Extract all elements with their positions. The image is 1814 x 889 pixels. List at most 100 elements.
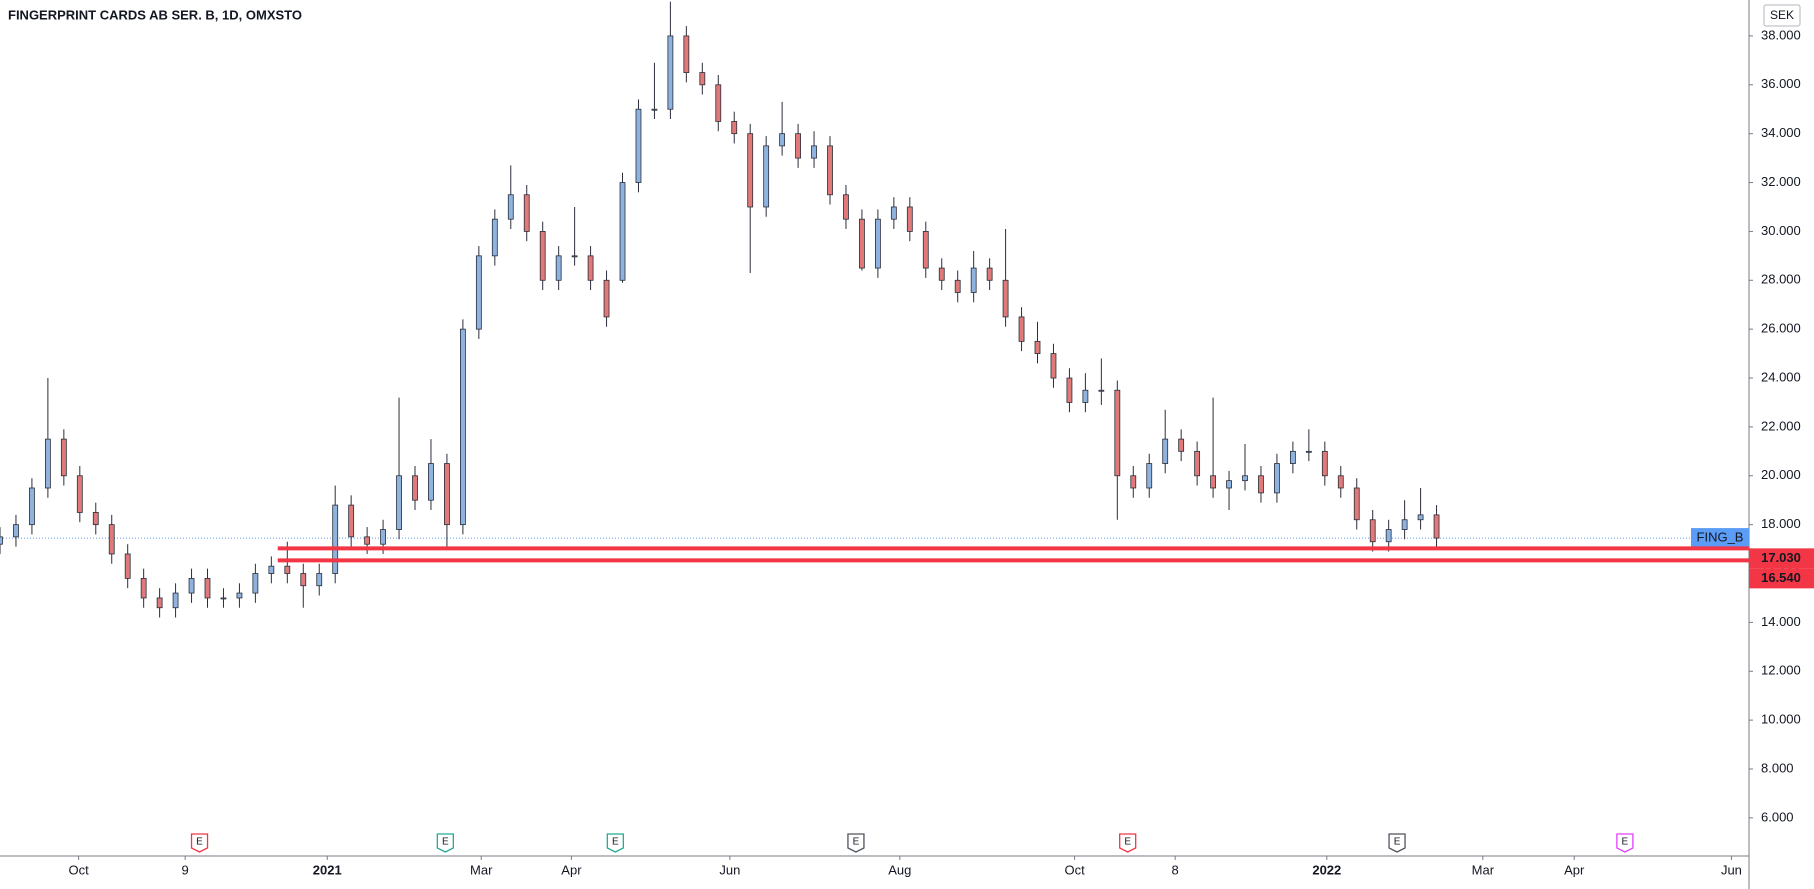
candle-body [172, 592, 179, 609]
candle-body [1417, 514, 1424, 521]
candle-body [938, 267, 945, 281]
candle-body [874, 218, 881, 269]
candle-body [0, 536, 3, 545]
candle-body [396, 475, 402, 530]
y-tick-label: 34.000 [1761, 125, 1801, 140]
earnings-label[interactable]: E [1124, 837, 1131, 848]
earnings-marker[interactable] [1119, 833, 1137, 853]
candle-body [1050, 353, 1057, 379]
earnings-marker[interactable] [847, 833, 865, 853]
candle-body [348, 504, 355, 538]
candle-body [731, 121, 738, 135]
candle-body [651, 108, 658, 111]
candle-body [587, 255, 594, 281]
earnings-label[interactable]: E [442, 837, 449, 848]
chart-title: FINGERPRINT CARDS AB SER. B, 1D, OMXSTO [8, 7, 302, 22]
y-tick-label: 18.000 [1761, 516, 1801, 531]
earnings-label[interactable]: E [612, 837, 619, 848]
candle-body [60, 438, 67, 477]
x-tick-label: 9 [182, 862, 189, 877]
candle-body [1305, 450, 1312, 453]
candle-body [236, 592, 243, 599]
earnings-label[interactable]: E [196, 837, 203, 848]
earnings-label[interactable]: E [853, 837, 860, 848]
y-tick-label: 22.000 [1761, 418, 1801, 433]
candle-body [523, 194, 530, 232]
candle-body [268, 565, 275, 574]
candle-body [986, 267, 993, 281]
currency-box[interactable] [1763, 4, 1801, 27]
candle-body [1210, 475, 1216, 489]
candle-body [667, 35, 674, 110]
x-tick-label: Oct [68, 862, 89, 877]
candle-body [1401, 519, 1408, 530]
candle-body [1353, 487, 1360, 521]
earnings-marker[interactable] [606, 833, 624, 853]
symbol-label[interactable]: FING_B [1697, 530, 1744, 545]
level-price-box [1749, 568, 1814, 589]
candle-body [29, 487, 35, 526]
earnings-marker[interactable] [436, 833, 454, 853]
symbol-label-box[interactable] [1691, 528, 1749, 549]
candle-body [124, 553, 131, 579]
candle-body [1274, 463, 1280, 494]
x-tick-label: Oct [1065, 862, 1086, 877]
candle-body [332, 504, 339, 574]
candle-body [188, 578, 195, 594]
candle-body [1002, 279, 1009, 318]
y-tick-label: 8.000 [1761, 760, 1794, 775]
candle-body [300, 573, 307, 587]
candle-body [795, 133, 801, 159]
y-tick-label: 28.000 [1761, 272, 1801, 287]
y-tick-label: 20.000 [1761, 467, 1801, 482]
candle-body [92, 512, 99, 526]
candle-body [1066, 377, 1073, 403]
earnings-marker[interactable] [190, 833, 209, 853]
candle-body [44, 438, 51, 489]
candle-body [539, 231, 546, 281]
candle-body [1385, 529, 1392, 543]
candle-body [1114, 389, 1121, 477]
y-tick-label: 36.000 [1761, 76, 1801, 91]
x-tick-label: Apr [1564, 862, 1585, 877]
x-tick-label: Jun [1721, 862, 1742, 877]
candle-body [459, 328, 466, 526]
earnings-marker[interactable] [1388, 833, 1406, 853]
candle-body [1162, 438, 1169, 464]
y-tick-label: 32.000 [1761, 174, 1801, 189]
x-tick-label: Mar [1472, 862, 1495, 877]
candle-body [220, 597, 227, 600]
earnings-label[interactable]: E [1394, 837, 1401, 848]
earnings-marker[interactable] [1616, 833, 1634, 853]
earnings-label[interactable]: E [1622, 837, 1629, 848]
candle-body [1178, 438, 1185, 452]
candle-body [316, 573, 323, 587]
candle-body [140, 578, 147, 599]
x-tick-label: Jun [719, 862, 740, 877]
currency-label[interactable]: SEK [1770, 8, 1794, 22]
candle-body [252, 573, 259, 594]
y-tick-label: 6.000 [1761, 809, 1794, 824]
candle-body [1337, 475, 1344, 489]
candle-body [715, 84, 722, 122]
candle-body [1018, 316, 1025, 342]
level-price-label: 17.030 [1761, 550, 1801, 565]
candle-body [827, 145, 833, 196]
candle-body [1034, 340, 1041, 354]
candle-body [779, 133, 786, 147]
x-tick-label: Aug [888, 862, 911, 877]
candle-body [954, 279, 961, 293]
x-tick-label: 8 [1172, 862, 1179, 877]
candle-body [1194, 450, 1201, 477]
candle-body [603, 279, 610, 318]
candle-body [1146, 463, 1153, 489]
candle-body [699, 72, 706, 86]
y-tick-label: 24.000 [1761, 369, 1801, 384]
candle-body [1226, 480, 1232, 489]
candle-body [1321, 450, 1328, 477]
candle-body [1369, 519, 1376, 543]
candle-body [571, 255, 578, 258]
